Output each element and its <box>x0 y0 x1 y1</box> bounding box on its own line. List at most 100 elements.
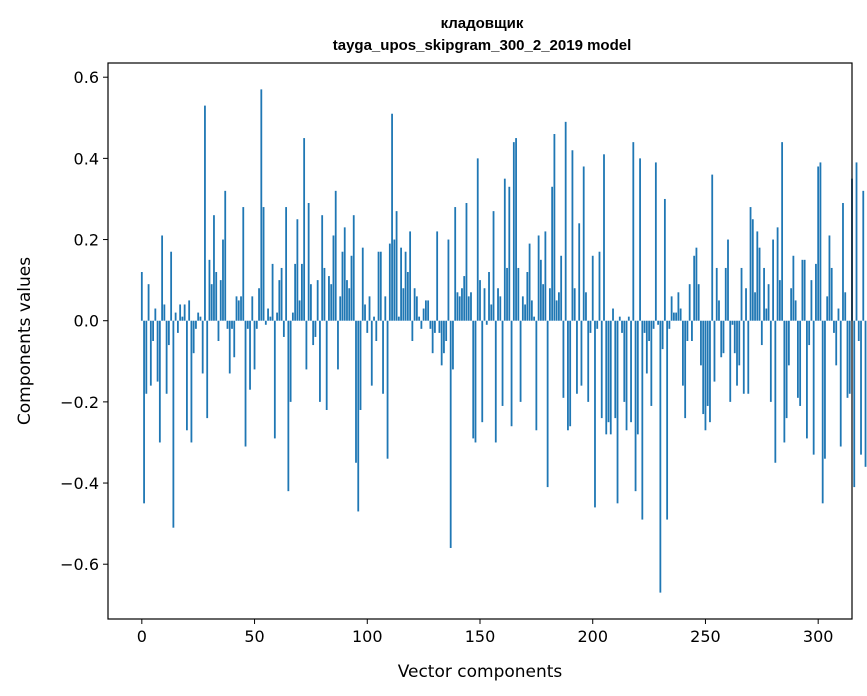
bar <box>195 320 197 329</box>
bar <box>167 320 170 346</box>
bar <box>255 320 258 329</box>
bar <box>424 300 427 321</box>
bar <box>172 320 175 528</box>
bar <box>776 227 779 321</box>
bar <box>697 284 700 321</box>
bar <box>569 320 572 427</box>
bar <box>429 320 432 329</box>
bar <box>434 320 436 333</box>
bar <box>346 280 348 321</box>
bar <box>370 320 373 386</box>
bar <box>260 89 263 321</box>
y-tick-label: −0.2 <box>60 393 99 412</box>
bar <box>855 162 858 321</box>
bar <box>767 284 770 321</box>
bar <box>447 239 450 321</box>
bar <box>328 276 330 321</box>
bar <box>582 166 585 321</box>
bar <box>654 162 657 321</box>
bar <box>490 304 493 321</box>
bar <box>156 320 159 382</box>
bar <box>695 247 698 321</box>
bar <box>154 308 157 321</box>
bar <box>219 280 222 321</box>
bar <box>760 320 763 346</box>
bar <box>445 320 448 341</box>
bar <box>539 259 542 321</box>
bar <box>787 320 790 366</box>
y-axis-ticks: 0.6 0.4 0.2 0.0 −0.2 −0.4 −0.6 <box>60 68 108 574</box>
bar <box>278 280 281 321</box>
bar <box>165 320 168 394</box>
bar <box>427 300 430 321</box>
bar <box>449 320 452 548</box>
bar <box>258 288 260 321</box>
bar <box>542 284 545 321</box>
bar <box>560 255 563 321</box>
bar <box>709 320 711 423</box>
bar <box>621 320 623 333</box>
bar <box>420 320 423 329</box>
bar <box>287 320 290 492</box>
bar <box>147 284 150 321</box>
bar <box>158 320 161 443</box>
bar <box>634 320 637 492</box>
bar <box>312 320 315 346</box>
bar <box>745 288 747 321</box>
bar <box>143 320 145 504</box>
bar <box>226 320 229 329</box>
bar <box>325 320 328 410</box>
bar <box>573 288 576 321</box>
bar <box>201 320 204 374</box>
bar <box>596 320 599 329</box>
bar <box>217 320 220 341</box>
bar <box>409 231 412 321</box>
bar <box>176 320 179 333</box>
bar <box>835 320 838 366</box>
bar <box>282 320 285 337</box>
bar <box>585 292 587 321</box>
bar <box>436 231 439 321</box>
bar <box>145 320 148 394</box>
bar <box>821 320 824 504</box>
bar <box>591 255 594 321</box>
bar <box>501 320 504 406</box>
bar <box>567 320 569 431</box>
bar <box>729 320 732 402</box>
bar <box>812 320 815 455</box>
bar <box>454 207 457 321</box>
bar <box>404 251 407 321</box>
x-tick-label: 300 <box>803 627 834 646</box>
bar <box>551 186 554 321</box>
bar <box>589 320 592 333</box>
y-tick-label: 0.0 <box>74 312 99 331</box>
bar <box>783 320 786 443</box>
bar <box>461 288 463 321</box>
bar <box>740 267 743 321</box>
bar <box>713 320 716 382</box>
bar <box>280 267 283 321</box>
bar <box>715 267 718 321</box>
bar <box>675 312 678 321</box>
bar <box>422 308 425 321</box>
bar <box>199 316 202 321</box>
bar <box>824 320 826 459</box>
bar <box>402 288 405 321</box>
bar <box>393 239 396 321</box>
bar <box>337 320 339 370</box>
bar <box>801 259 804 321</box>
bar <box>754 292 756 321</box>
bar <box>724 267 727 321</box>
bar <box>386 320 389 459</box>
bar <box>756 231 759 321</box>
bar <box>377 251 380 321</box>
bar <box>443 320 445 354</box>
bar <box>163 304 166 321</box>
bar <box>553 134 556 321</box>
bar <box>515 138 517 321</box>
bar <box>440 320 443 366</box>
bar <box>510 320 513 427</box>
bar <box>537 235 540 321</box>
bar <box>535 320 538 431</box>
bar <box>747 320 750 394</box>
